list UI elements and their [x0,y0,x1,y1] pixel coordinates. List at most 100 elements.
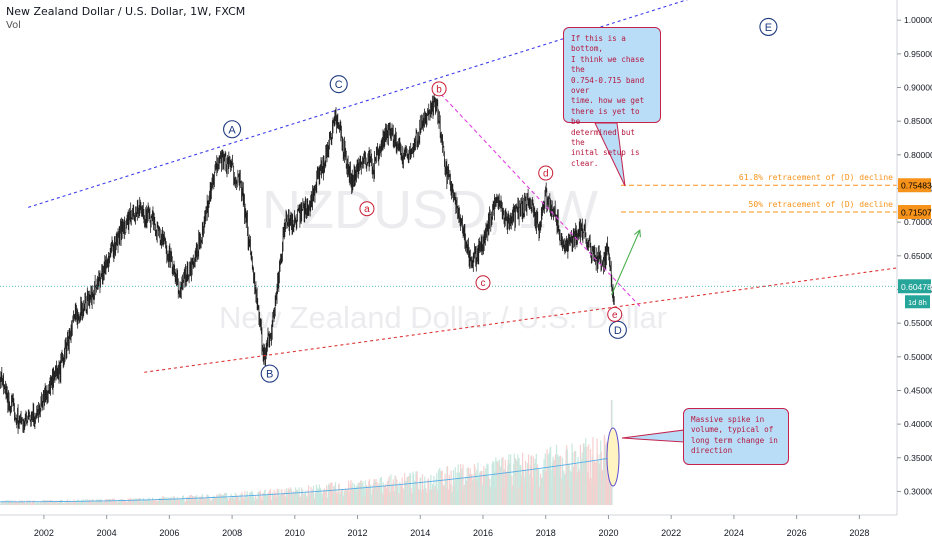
volume-bar [246,491,248,505]
callout-top-pointer [594,122,626,187]
x-tick-label: 2024 [724,528,744,538]
volume-bar [113,498,116,505]
wave-major-label: A [228,124,236,136]
y-tick-label: 0.30000 [904,486,932,496]
wave-major-marker [329,75,348,94]
volume-bar [325,485,328,505]
wave-minor-marker [359,201,375,217]
volume-bar [58,500,60,505]
countdown-label: 1d 8h [908,298,927,307]
x-tick-label: 2026 [787,528,807,538]
volume-bar [130,499,132,505]
volume-bar [140,498,142,505]
volume-bar [508,454,510,505]
current-price-label: 0.60478 [901,282,932,292]
volume-bar [461,468,463,505]
volume-bar [187,497,189,505]
volume-bar [101,500,104,505]
volume-bar [380,476,382,505]
volume-bar [112,498,114,505]
volume-bar [29,500,31,505]
volume-bar [290,488,293,505]
volume-bar [9,500,11,505]
x-tick-label: 2010 [285,528,305,538]
volume-bar [292,491,294,505]
fib-618-price-label: 0.75483 [901,181,932,191]
volume-bar [457,464,459,505]
x-tick-label: 2022 [661,528,681,538]
wave-minor-label: a [364,204,370,215]
fib-50-price-label: 0.71507 [901,208,932,218]
fib-618-price-tag [898,178,931,193]
volume-bar [284,489,286,505]
x-tick-label: 2020 [598,528,618,538]
current-price-tag [898,279,931,294]
upper-channel-line [28,0,689,208]
volume-bar [320,488,322,505]
volume-bar [462,464,464,505]
volume-bar [518,458,520,505]
volume-bar [379,477,381,505]
volume-bar [392,479,394,505]
volume-bar [503,469,505,505]
annotation-layer: 61.8% retracement of (D) decline 50% retr… [0,0,898,487]
volume-bar [467,467,469,505]
y-tick-label: 0.85000 [904,116,932,126]
wave-minor-label: b [436,84,442,95]
callout-bottom: Massive spike in volume, typical of long… [683,408,789,465]
volume-bar [515,459,517,505]
volume-bar [162,496,164,505]
lower-channel-line [144,267,898,373]
volume-bar [420,477,422,505]
volume-bar [230,493,232,505]
wave-major-marker [759,17,778,36]
volume-bar [312,485,315,505]
volume-bar [589,449,592,505]
y-tick-label: 0.80000 [904,150,932,160]
wave-minor-label: d [543,169,549,180]
volume-bar [477,462,479,505]
volume-bar [69,500,71,505]
volume-bar [407,476,409,505]
wave-major-marker [223,120,242,139]
volume-bar [592,437,594,505]
volume-bar [568,464,570,505]
x-tick-label: 2004 [97,528,117,538]
volume-bar [517,454,519,505]
volume-bar [405,480,407,505]
volume-bar [399,481,401,505]
y-tick-label: 0.95000 [904,49,932,59]
wave-minor-marker [538,165,554,181]
price-axis-panel [897,0,932,550]
volume-bar [550,469,552,505]
y-tick-label: 0.45000 [904,385,932,395]
volume-bar [298,487,300,505]
volume-bar [495,457,497,505]
volume-bar [143,497,145,505]
fib-50-label: 50% retracement of (D) decline [749,200,894,209]
volume-bar [510,454,512,505]
volume-bar [202,494,204,505]
volume-bar [241,491,243,505]
y-tick-label: 0.65000 [904,251,932,261]
wave-major-marker [260,364,279,383]
volume-bar [456,472,458,505]
volume-bar [234,492,236,505]
volume-bar [85,499,87,505]
wave-minor-marker [475,275,491,291]
watermark-name: New Zealand Dollar / U.S. Dollar [219,300,667,335]
wave-major-label: E [765,22,772,34]
volume-bar [446,466,449,505]
volume-bar [308,485,310,505]
fib-50-price-tag [898,205,931,220]
y-tick-label: 1.00000 [904,15,932,25]
volume-bar [594,461,596,505]
volume-bar [421,474,424,505]
volume-bar [176,497,179,505]
volume-bar [35,501,37,505]
volume-bar [238,495,240,505]
x-tick-label: 2008 [222,528,242,538]
